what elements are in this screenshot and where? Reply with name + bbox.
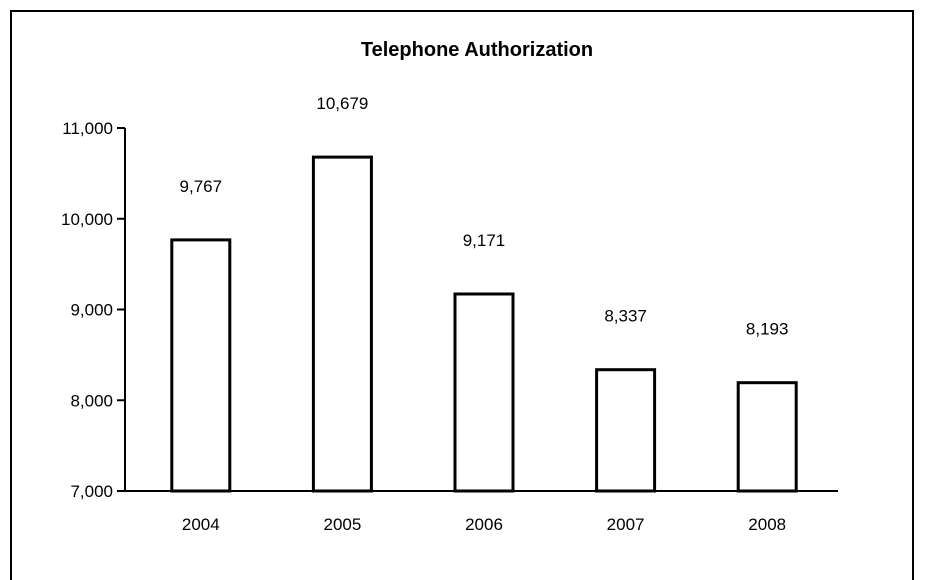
data-label-2008: 8,193	[746, 320, 789, 339]
y-tick-label-10000: 10,000	[61, 210, 113, 229]
bar-2007	[595, 368, 657, 493]
bars-layer	[170, 155, 798, 493]
data-labels-layer: 9,767 10,679 9,171 8,337 8,193	[180, 94, 789, 339]
data-label-2005: 10,679	[316, 94, 368, 113]
axes-layer: 2004 2005 2006 2007 2008 7,000 8,000 9,000 10,00…	[61, 119, 838, 534]
bar-2006	[453, 292, 515, 493]
bar-2005	[311, 155, 373, 493]
x-tick-label-2006: 2006	[465, 515, 503, 534]
bar-2004	[170, 238, 232, 493]
chart-title: Telephone Authorization	[361, 39, 593, 61]
data-label-2007: 8,337	[604, 307, 647, 326]
x-tick-label-2004: 2004	[182, 515, 220, 534]
data-label-2006: 9,171	[463, 231, 506, 250]
y-tick-label-8000: 8,000	[70, 391, 113, 410]
x-tick-label-2008: 2008	[748, 515, 786, 534]
x-tick-label-2005: 2005	[323, 515, 361, 534]
x-tick-label-2007: 2007	[607, 515, 645, 534]
y-tick-label-7000: 7,000	[70, 482, 113, 501]
y-tick-label-11000: 11,000	[62, 119, 113, 138]
data-label-2004: 9,767	[180, 177, 223, 196]
y-tick-label-9000: 9,000	[70, 301, 113, 320]
chart-frame	[10, 10, 914, 580]
bar-2008	[736, 381, 798, 493]
